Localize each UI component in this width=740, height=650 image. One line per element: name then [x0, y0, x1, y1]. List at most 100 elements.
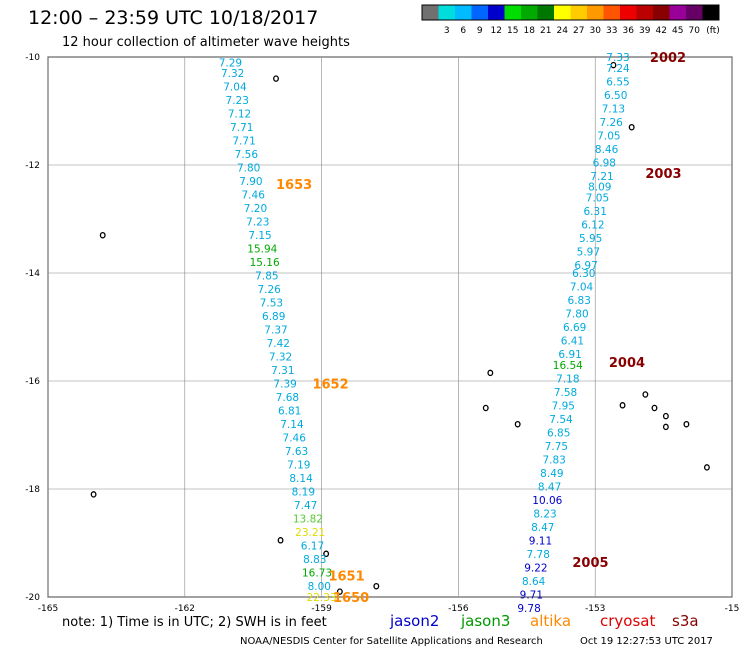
x-tick-label: -165	[38, 604, 58, 614]
island-outline	[323, 550, 330, 558]
wave-height-label: 7.37	[264, 325, 287, 337]
wave-height-label: 7.26	[599, 117, 623, 129]
wave-height-label: 16.54	[553, 360, 583, 372]
y-tick-label: -14	[25, 269, 40, 279]
plot-frame	[47, 56, 733, 598]
wave-height-label: 7.33	[606, 52, 629, 64]
scale-label: 12	[491, 26, 502, 36]
scale-swatch	[702, 5, 719, 20]
wave-height-label: 7.13	[602, 103, 625, 115]
wave-height-label: 8.46	[595, 144, 619, 156]
wave-height-label: 6.50	[604, 90, 627, 102]
wave-height-label: 15.16	[250, 257, 280, 269]
scale-swatch	[686, 5, 703, 20]
x-tick-label: -159	[311, 604, 332, 614]
wave-height-label: 6.85	[547, 427, 570, 439]
pass-label: 1651	[328, 569, 364, 584]
scale-swatch	[422, 5, 439, 20]
wave-height-label: 6.12	[581, 219, 604, 231]
wave-height-label: 8.47	[531, 522, 554, 534]
wave-height-label: 7.23	[246, 217, 269, 229]
scale-swatch	[488, 5, 505, 20]
y-tick-label: -10	[25, 53, 40, 63]
wave-height-label: 7.80	[237, 163, 260, 175]
satellite-legend-s3a: s3a	[672, 612, 699, 630]
wave-height-label: 7.75	[545, 441, 568, 453]
island-outline	[373, 582, 380, 590]
wave-height-label: 8.09	[588, 182, 611, 194]
wave-height-label: 7.56	[235, 149, 259, 161]
wave-height-label: 7.90	[239, 176, 262, 188]
x-tick-label: -15	[725, 604, 740, 614]
wave-height-label: 7.47	[294, 500, 317, 512]
wave-height-label: 7.14	[280, 419, 304, 431]
wave-height-label: 7.80	[565, 309, 588, 321]
scale-label: 24	[557, 26, 569, 36]
scale-swatch	[587, 5, 604, 20]
wave-height-label: 7.63	[285, 446, 308, 458]
wave-height-label: 7.24	[606, 63, 630, 75]
wave-height-label: 6.55	[606, 76, 629, 88]
wave-height-label: 7.85	[255, 271, 278, 283]
wave-height-label: 7.53	[260, 298, 283, 310]
scale-swatch	[570, 5, 587, 20]
wave-height-label: 13.82	[293, 514, 323, 526]
wave-height-label: 7.18	[556, 373, 579, 385]
pass-label: 2005	[572, 556, 608, 571]
footer-timestamp: Oct 19 12:27:53 UTC 2017	[580, 636, 713, 647]
wave-height-label: 7.26	[257, 284, 281, 296]
wave-height-label: 6.41	[561, 336, 584, 348]
pass-label: 2003	[645, 167, 681, 182]
wave-height-label: 7.42	[267, 338, 290, 350]
wave-height-label: 7.78	[527, 549, 550, 561]
wave-height-label: 7.15	[248, 230, 271, 242]
satellite-legend-cryosat: cryosat	[600, 612, 655, 630]
island-outline	[642, 391, 649, 398]
wave-height-label: 10.06	[532, 495, 562, 507]
island-outline	[683, 420, 690, 428]
scale-swatch	[603, 5, 620, 20]
satellite-legend-jason3: jason3	[460, 612, 510, 630]
wave-height-label: 6.83	[568, 295, 591, 307]
wave-height-label: 23.21	[295, 527, 325, 539]
wave-height-label: 22.33	[307, 592, 337, 604]
wave-height-values: 7.297.327.047.237.127.717.717.567.807.90…	[219, 52, 630, 615]
y-tick-label: -16	[25, 377, 40, 387]
island-outline	[662, 423, 669, 431]
scale-label: 6	[460, 26, 466, 36]
scale-swatch	[521, 5, 538, 20]
pass-label: 1652	[312, 378, 348, 393]
scale-swatch	[537, 5, 554, 20]
island-outline	[628, 123, 635, 131]
x-tick-label: -153	[585, 604, 605, 614]
satellite-legend-altika: altika	[530, 612, 571, 630]
wave-height-label: 6.69	[563, 322, 586, 334]
wave-height-label: 7.54	[549, 414, 573, 426]
wave-height-label: 7.39	[273, 379, 296, 391]
wave-height-label: 8.00	[308, 581, 331, 593]
island-outline	[703, 464, 710, 471]
wave-height-label: 6.31	[584, 206, 607, 218]
wave-height-label: 8.47	[538, 481, 561, 493]
scale-label: 42	[656, 26, 667, 36]
footer-note: note: 1) Time is in UTC; 2) SWH is in fe…	[62, 615, 327, 630]
wave-height-label: 8.49	[540, 468, 563, 480]
scale-label: 39	[639, 26, 651, 36]
scale-swatch	[669, 5, 686, 20]
islands-layer	[90, 61, 710, 595]
pass-label: 1650	[333, 591, 369, 606]
wave-height-label: 8.23	[533, 508, 556, 520]
wave-height-label: 7.04	[570, 282, 594, 294]
scale-swatch	[438, 5, 455, 20]
wave-height-label: 9.22	[524, 562, 547, 574]
wave-height-label: 7.20	[244, 203, 267, 215]
scale-label: 70	[689, 26, 701, 36]
scale-swatch	[554, 5, 571, 20]
wave-height-label: 6.97	[574, 260, 597, 272]
pass-labels: 1653 1652 1651 1650 2002 2003 2004 2005	[276, 51, 686, 606]
scale-label: 27	[573, 26, 584, 36]
pass-label: 2002	[650, 51, 686, 66]
scale-label: 33	[606, 26, 617, 36]
wave-height-label: 7.05	[586, 192, 609, 204]
